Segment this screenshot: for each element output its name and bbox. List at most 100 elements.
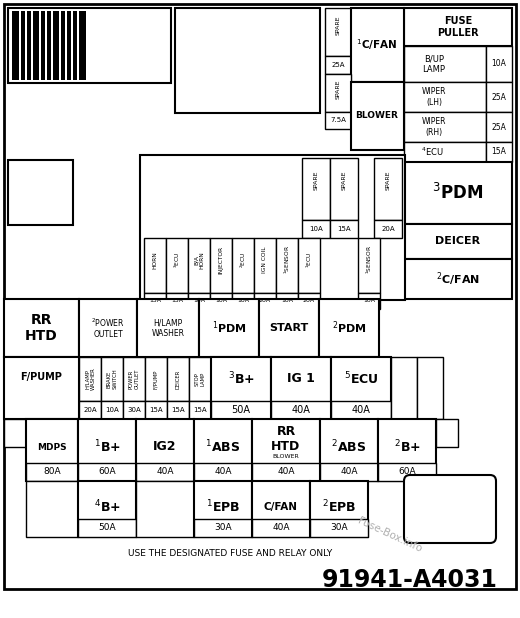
Bar — [189, 401, 211, 419]
Bar — [351, 82, 404, 150]
Bar — [194, 463, 252, 481]
Bar — [26, 481, 78, 537]
Bar — [358, 238, 380, 293]
Text: 60A: 60A — [98, 467, 116, 476]
Bar — [136, 419, 194, 481]
Bar — [101, 401, 123, 419]
Text: POWER
OUTLET: POWER OUTLET — [128, 369, 139, 389]
Bar — [4, 357, 79, 419]
Text: 15A: 15A — [337, 226, 351, 232]
Text: HORN: HORN — [152, 251, 158, 269]
Text: 10A: 10A — [309, 226, 323, 232]
Bar — [19, 11, 21, 80]
Bar — [252, 419, 320, 481]
Text: MDPS: MDPS — [37, 442, 67, 452]
Text: 10A: 10A — [363, 298, 375, 303]
Text: IGN COIL: IGN COIL — [263, 247, 267, 273]
Bar — [404, 142, 486, 162]
Bar — [78, 481, 136, 537]
Bar — [25, 11, 27, 80]
Text: B/A
HORN: B/A HORN — [193, 251, 204, 269]
Bar — [252, 463, 320, 481]
Text: DEICER: DEICER — [435, 236, 480, 246]
Bar — [39, 11, 41, 80]
Text: $^1$SENSOR: $^1$SENSOR — [365, 245, 374, 274]
Text: $^4$ECU: $^4$ECU — [421, 146, 444, 158]
Text: IG2: IG2 — [153, 441, 177, 454]
Bar — [404, 46, 486, 82]
Bar — [144, 238, 166, 293]
Text: 25A: 25A — [331, 62, 345, 68]
Bar — [145, 357, 167, 401]
Text: DEICER: DEICER — [176, 370, 180, 389]
Bar — [271, 357, 331, 419]
Bar — [59, 11, 61, 80]
Text: RR
HTD: RR HTD — [24, 313, 57, 343]
Bar — [167, 401, 189, 419]
Bar — [27, 11, 31, 80]
Text: SPARE: SPARE — [385, 170, 391, 190]
Bar — [136, 481, 194, 537]
Bar — [188, 238, 210, 293]
Bar — [404, 224, 512, 259]
Text: 15A: 15A — [193, 407, 207, 413]
Text: SPARE: SPARE — [335, 15, 341, 35]
Bar — [8, 160, 73, 225]
Text: 20A: 20A — [83, 407, 97, 413]
Bar — [254, 238, 276, 293]
Bar — [21, 11, 25, 80]
Text: SPARE: SPARE — [342, 170, 346, 190]
Text: $^1$ABS: $^1$ABS — [205, 439, 241, 455]
Bar — [320, 419, 378, 481]
Bar — [4, 299, 79, 357]
Text: IG 1: IG 1 — [287, 373, 315, 386]
Text: 91941-A4031: 91941-A4031 — [322, 568, 498, 592]
Bar — [194, 481, 252, 537]
Text: 15A: 15A — [171, 407, 185, 413]
Text: 10A: 10A — [281, 298, 293, 303]
Text: 15A: 15A — [149, 407, 163, 413]
Text: 15A: 15A — [491, 148, 506, 156]
Text: 40A: 40A — [340, 467, 358, 476]
Text: SPARE: SPARE — [335, 79, 341, 99]
Text: 50A: 50A — [98, 523, 116, 533]
Bar — [232, 293, 254, 309]
Bar — [194, 519, 252, 537]
Bar — [351, 8, 404, 82]
Bar — [325, 112, 351, 129]
Text: $^3$PDM: $^3$PDM — [433, 183, 484, 203]
Bar — [436, 419, 458, 447]
Bar — [331, 401, 391, 419]
Text: $^2$C/FAN: $^2$C/FAN — [436, 270, 480, 288]
Text: 7.5A: 7.5A — [330, 117, 346, 123]
Text: $^2$PDM: $^2$PDM — [332, 320, 367, 336]
Bar — [325, 8, 351, 56]
Text: 10A: 10A — [237, 298, 249, 303]
Bar — [330, 220, 358, 238]
Text: $^2$ECU: $^2$ECU — [238, 252, 248, 268]
Bar — [404, 82, 486, 112]
Bar — [325, 56, 351, 74]
Bar — [486, 82, 512, 112]
Bar — [486, 112, 512, 142]
Text: $^2$ABS: $^2$ABS — [331, 439, 367, 455]
Text: BRAKE
SWITCH: BRAKE SWITCH — [107, 369, 118, 389]
Bar — [136, 463, 194, 481]
Text: $^3$B+: $^3$B+ — [228, 371, 254, 387]
Text: 10A: 10A — [215, 298, 227, 303]
Text: C/FAN: C/FAN — [264, 502, 298, 512]
Text: 30A: 30A — [214, 523, 232, 533]
Bar — [302, 220, 330, 238]
Text: 15A: 15A — [171, 298, 183, 303]
Text: Fuse-Box.info: Fuse-Box.info — [356, 516, 424, 554]
Text: $^2$EPB: $^2$EPB — [322, 499, 356, 515]
Text: $^1$B+: $^1$B+ — [94, 439, 121, 455]
Bar — [12, 11, 19, 80]
Bar — [140, 155, 405, 300]
Bar — [137, 299, 199, 357]
Bar — [45, 11, 47, 80]
Text: H/LAMP
WASHER: H/LAMP WASHER — [151, 318, 185, 337]
Bar — [330, 158, 358, 220]
Bar — [199, 299, 259, 357]
Bar — [4, 419, 26, 447]
